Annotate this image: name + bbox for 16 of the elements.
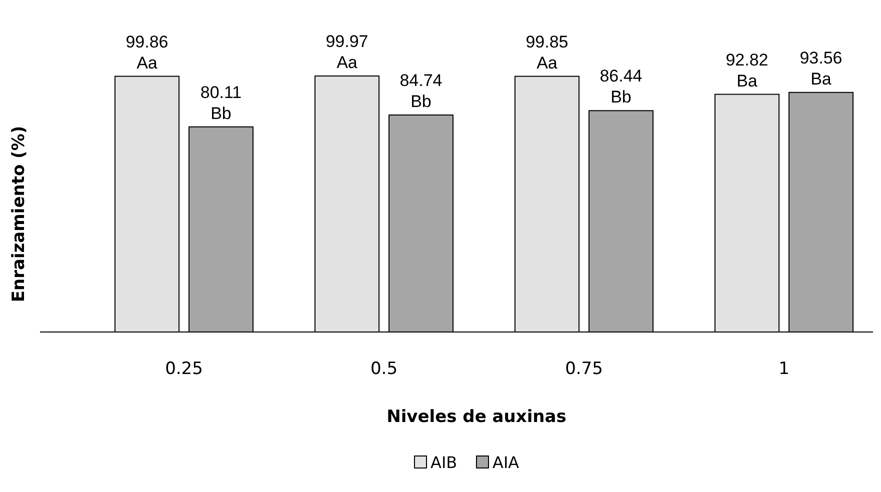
data-label: 84.74 Bb: [400, 71, 442, 111]
data-label: 80.11 Bb: [200, 82, 242, 123]
x-axis-title: Niveles de auxinas: [386, 407, 566, 427]
data-label: 99.85 Aa: [526, 32, 568, 72]
legend-label: AIB: [430, 453, 458, 472]
data-label: 92.82 Ba: [726, 50, 768, 90]
x-tick-label: 0.5: [370, 359, 398, 379]
legend-label: AIA: [492, 453, 520, 472]
data-label: 93.56 Ba: [800, 48, 842, 88]
x-tick-label: 0.75: [565, 359, 603, 379]
y-axis-title: Enraizamiento (%): [9, 126, 29, 302]
x-tick-label: 1: [778, 359, 790, 379]
x-tick-label: 0.25: [165, 359, 203, 379]
data-label: 99.86 Aa: [126, 32, 168, 72]
data-label: 99.97 Aa: [326, 32, 368, 72]
data-label: 86.44 Bb: [600, 66, 642, 107]
